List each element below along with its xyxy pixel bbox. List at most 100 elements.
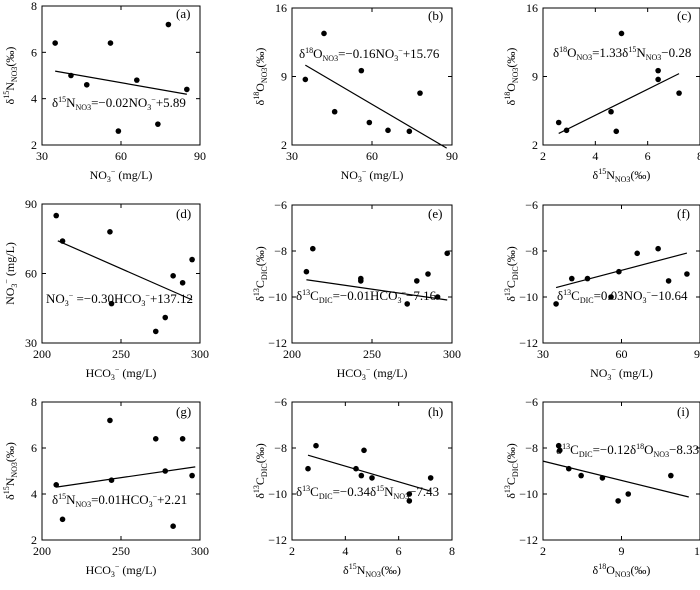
data-point-f-1 (568, 275, 575, 282)
x-tick-label: 60 (115, 149, 127, 163)
y-tick-label: 4 (31, 487, 37, 501)
y-axis-label-c: δ18ONO3(‰) (503, 48, 520, 106)
plot-frame-a (41, 5, 201, 146)
y-tick-label: −10 (268, 290, 287, 304)
data-point-c-6 (655, 67, 661, 74)
data-point-i-3 (578, 472, 584, 479)
x-axis-label-a: NO3− (mg/L) (90, 167, 153, 184)
data-point-a-8 (115, 128, 122, 134)
data-point-i-6 (625, 491, 632, 497)
data-point-h-5 (369, 475, 375, 481)
data-point-b-6 (406, 128, 413, 135)
panel-b: 30 60 90 2 9 16 NO3− (mg/L) δ18ONO3(‰) (b) δ18ONO… (252, 1, 458, 184)
data-point-g-7 (179, 436, 186, 442)
regression-equation-c: δ18ONO3=1.33δ15NNO3−0.28 (553, 45, 691, 62)
data-point-g-6 (170, 523, 176, 529)
panel-label-c: (c) (677, 8, 691, 23)
y-tick-label: −8 (525, 244, 538, 258)
x-tick-label: 4 (342, 544, 348, 558)
data-point-g-2 (107, 417, 113, 424)
x-tick-label: 2 (289, 544, 295, 558)
x-axis-label-h: δ15NNO3(‰) (343, 562, 401, 579)
plot-frame-c (542, 7, 700, 146)
x-axis-label-d: HCO3− (mg/L) (86, 365, 157, 382)
x-axis-label-b: NO3− (mg/L) (341, 167, 404, 184)
panel-e: 200 250 300 −12 −10 −8 −6 HCO3− (mg/L) δ13CDIC(‰… (252, 198, 461, 382)
y-tick-label: −12 (268, 533, 287, 547)
data-point-a-4 (134, 77, 140, 83)
regression-equation-g: δ15NNO3=0.01HCO3−+2.21 (52, 492, 187, 509)
regression-line-a (55, 70, 187, 95)
data-point-e-5 (414, 278, 420, 284)
data-point-b-1 (321, 30, 327, 37)
plot-frame-g (41, 401, 201, 541)
y-tick-label: −6 (525, 198, 538, 212)
x-tick-label: 30 (537, 347, 549, 361)
data-point-f-7 (665, 278, 672, 284)
y-axis-label-e: δ13CDIC(‰) (252, 246, 269, 301)
data-point-a-5 (155, 121, 161, 127)
data-point-e-1 (310, 245, 316, 252)
panel-f: 30 60 90 −12 −10 −8 −6 NO3− (mg/L) δ13CDIC(‰) (f)… (503, 198, 700, 382)
x-tick-label: 200 (33, 544, 51, 558)
data-point-h-3 (358, 472, 365, 479)
data-point-d-6 (170, 273, 176, 279)
y-axis-label-d: NO3− (mg/L) (2, 242, 19, 305)
data-point-i-1 (557, 447, 563, 454)
panel-label-g: (g) (176, 404, 191, 419)
panel-label-a: (a) (176, 6, 190, 21)
x-axis-label-e: HCO3− (mg/L) (337, 365, 408, 382)
plot-frame-f (542, 204, 700, 344)
panel-h: 2 4 6 8 −12 −10 −8 −6 δ15NNO3(‰) δ13CDIC(‰) (h) δ13… (252, 395, 455, 579)
data-point-a-7 (184, 86, 190, 93)
y-tick-label: 90 (25, 197, 37, 211)
data-point-e-0 (303, 268, 310, 275)
data-point-f-2 (584, 275, 591, 282)
x-axis-label-c: δ15NNO3(‰) (593, 167, 651, 184)
panel-label-d: (d) (176, 206, 191, 221)
x-tick-label: 200 (33, 347, 51, 361)
regression-equation-a: δ15NNO3=−0.02NO3−+5.89 (52, 95, 186, 112)
y-tick-label: 2 (532, 138, 538, 152)
data-point-h-4 (361, 447, 367, 454)
data-point-g-5 (162, 468, 169, 474)
data-point-e-8 (444, 250, 451, 257)
regression-line-h (307, 454, 431, 492)
regression-equation-d: NO3− =−0.30HCO3−+137.12 (46, 291, 193, 308)
data-point-d-7 (179, 279, 186, 286)
y-tick-label: −6 (274, 395, 287, 409)
data-point-f-6 (655, 245, 661, 252)
panel-label-h: (h) (428, 404, 443, 419)
y-axis-label-h: δ13CDIC(‰) (252, 443, 269, 498)
y-tick-label: 2 (31, 533, 37, 547)
x-axis-label-g: HCO3− (mg/L) (86, 562, 157, 579)
data-point-b-0 (302, 76, 309, 83)
data-point-c-7 (676, 90, 682, 96)
y-tick-label: −12 (519, 533, 538, 547)
regression-equation-b: δ18ONO3=−0.16NO3−+15.76 (299, 46, 440, 63)
data-point-d-3 (108, 300, 115, 307)
data-point-d-0 (53, 212, 60, 219)
data-point-g-3 (108, 477, 115, 484)
panel-label-b: (b) (428, 8, 443, 23)
y-tick-label: 6 (31, 441, 37, 455)
y-tick-label: −10 (268, 487, 287, 501)
y-tick-label: 8 (31, 0, 37, 13)
y-tick-label: 9 (281, 70, 287, 84)
x-tick-label: 9 (619, 544, 625, 558)
plot-frame-b (291, 7, 453, 146)
x-tick-label: 8 (697, 149, 700, 163)
panel-label-e: (e) (428, 206, 442, 221)
data-point-g-0 (53, 482, 60, 488)
panel-i: 2 9 16 −12 −10 −8 −6 δ18ONO3(‰) δ13CDIC(‰) (i) δ13… (503, 395, 700, 579)
plot-frame-d (41, 203, 201, 344)
y-tick-label: 9 (532, 70, 538, 84)
x-tick-label: 8 (449, 544, 455, 558)
data-point-f-8 (684, 271, 690, 277)
data-point-f-0 (553, 301, 559, 307)
x-tick-label: 250 (112, 347, 130, 361)
data-point-f-4 (616, 268, 622, 275)
regression-line-b (305, 64, 447, 149)
y-tick-label: 6 (31, 45, 37, 59)
data-point-c-0 (555, 119, 562, 126)
